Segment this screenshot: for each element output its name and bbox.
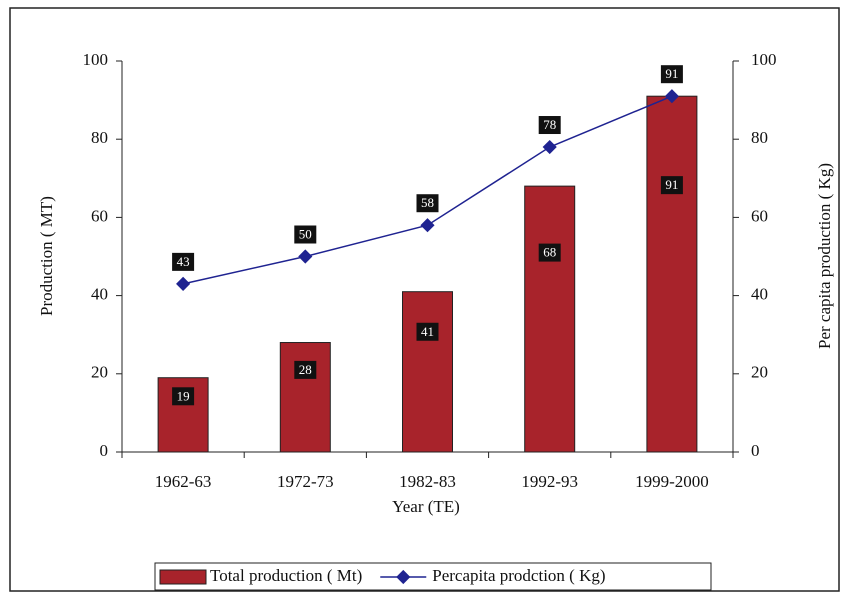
data-label: 91	[665, 66, 678, 81]
y2-tick-label: 20	[751, 363, 768, 382]
data-label: 28	[299, 362, 312, 377]
data-label-bg	[172, 252, 195, 271]
y2-tick-label: 40	[751, 285, 768, 304]
y-tick-label: 0	[100, 441, 109, 460]
legend-label: Percapita prodction ( Kg)	[432, 566, 605, 585]
y-axis-label: Production ( MT)	[37, 196, 56, 316]
data-label: 41	[421, 324, 434, 339]
legend-box	[154, 562, 712, 591]
data-label-bg	[294, 360, 317, 379]
y-tick-label: 100	[83, 50, 109, 69]
x-tick-label: 1982-83	[399, 472, 456, 491]
data-label-bg	[660, 176, 683, 195]
data-label-bg	[660, 65, 683, 84]
data-label: 43	[177, 254, 190, 269]
data-label: 68	[543, 245, 556, 260]
data-label-bg	[538, 243, 561, 262]
line	[182, 95, 673, 285]
data-label: 91	[665, 177, 678, 192]
y-tick-label: 40	[91, 285, 108, 304]
x-tick-label: 1992-93	[521, 472, 578, 491]
data-label: 78	[543, 117, 556, 132]
legend-swatch	[159, 569, 207, 585]
x-tick-label: 1999-2000	[635, 472, 709, 491]
x-tick-label: 1962-63	[155, 472, 212, 491]
y-tick-label: 60	[91, 206, 108, 225]
frame	[9, 7, 840, 592]
y2-tick-label: 100	[751, 50, 777, 69]
y2-axis-label: Per capita production ( Kg)	[815, 163, 834, 349]
x-tick-label: 1972-73	[277, 472, 334, 491]
bar	[157, 377, 209, 453]
bar	[279, 342, 331, 453]
y-tick-label: 20	[91, 363, 108, 382]
y-tick-label: 80	[91, 128, 108, 147]
bar	[402, 291, 453, 453]
marker	[664, 89, 679, 104]
bar	[524, 185, 576, 453]
data-label: 19	[177, 388, 190, 403]
data-label-bg	[172, 387, 195, 406]
data-label-bg	[294, 225, 317, 244]
data-label-bg	[416, 194, 439, 213]
y2-tick-label: 80	[751, 128, 768, 147]
marker	[176, 276, 191, 291]
x-axis-label: Year (TE)	[392, 497, 460, 516]
marker	[542, 139, 557, 155]
data-label-bg	[538, 116, 561, 135]
data-label: 58	[421, 195, 434, 210]
marker	[298, 249, 313, 264]
legend-marker	[396, 569, 411, 585]
legend-label: Total production ( Mt)	[210, 566, 362, 585]
y2-tick-label: 60	[751, 206, 768, 225]
y2-tick-label: 0	[751, 441, 760, 460]
data-label-bg	[416, 322, 439, 341]
marker	[420, 218, 435, 233]
bar	[646, 95, 698, 453]
data-label: 50	[299, 226, 312, 241]
